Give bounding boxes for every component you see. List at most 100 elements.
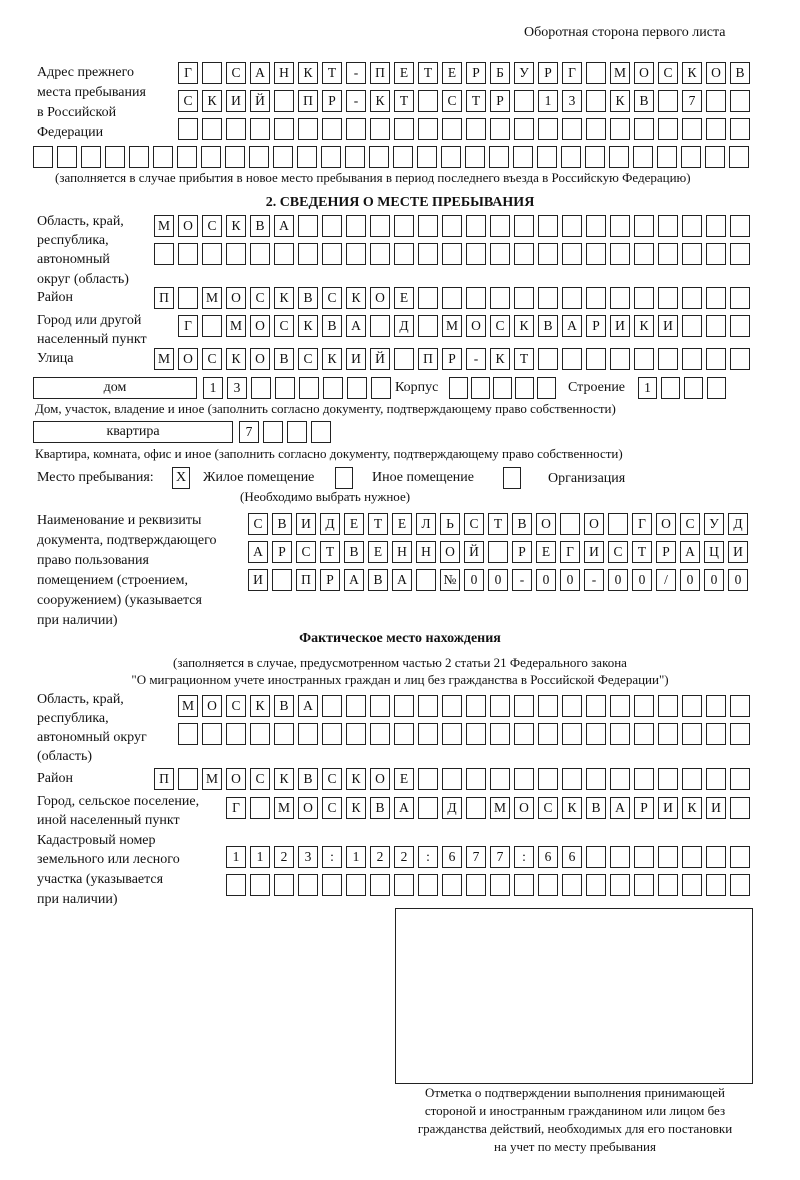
char-cell[interactable] <box>730 90 750 112</box>
char-cell[interactable] <box>129 146 149 168</box>
char-cell[interactable]: И <box>728 541 748 563</box>
char-cell[interactable] <box>490 874 510 896</box>
char-cell[interactable]: Е <box>394 768 414 790</box>
char-cell[interactable]: 7 <box>466 846 486 868</box>
char-cell[interactable] <box>298 874 318 896</box>
char-cell[interactable] <box>682 315 702 337</box>
char-cell[interactable]: К <box>250 695 270 717</box>
char-cell[interactable] <box>634 118 654 140</box>
char-cell[interactable]: Т <box>368 513 388 535</box>
char-cell[interactable] <box>418 768 438 790</box>
char-cell[interactable]: Т <box>322 62 342 84</box>
char-cell[interactable] <box>322 215 342 237</box>
char-cell[interactable] <box>538 215 558 237</box>
char-cell[interactable]: С <box>250 287 270 309</box>
char-cell[interactable] <box>706 243 726 265</box>
char-cell[interactable]: И <box>584 541 604 563</box>
char-cell[interactable]: О <box>536 513 556 535</box>
char-cell[interactable]: М <box>202 287 222 309</box>
char-cell[interactable] <box>515 377 534 399</box>
char-cell[interactable] <box>346 118 366 140</box>
char-cell[interactable] <box>730 797 750 819</box>
char-cell[interactable] <box>562 215 582 237</box>
char-cell[interactable] <box>418 695 438 717</box>
char-cell[interactable]: 2 <box>274 846 294 868</box>
char-cell[interactable] <box>442 287 462 309</box>
char-cell[interactable] <box>682 118 702 140</box>
char-cell[interactable] <box>730 215 750 237</box>
char-cell[interactable]: К <box>682 797 702 819</box>
char-cell[interactable]: И <box>658 797 678 819</box>
char-cell[interactable]: М <box>442 315 462 337</box>
char-cell[interactable] <box>347 377 367 399</box>
char-cell[interactable] <box>394 348 414 370</box>
char-cell[interactable] <box>562 874 582 896</box>
char-cell[interactable]: 3 <box>562 90 582 112</box>
char-cell[interactable]: 2 <box>370 846 390 868</box>
char-cell[interactable]: А <box>680 541 700 563</box>
char-cell[interactable]: Н <box>416 541 436 563</box>
char-cell[interactable] <box>562 243 582 265</box>
char-cell[interactable]: О <box>634 62 654 84</box>
char-cell[interactable]: А <box>250 62 270 84</box>
char-cell[interactable] <box>323 377 343 399</box>
char-cell[interactable] <box>263 421 283 443</box>
char-cell[interactable] <box>466 243 486 265</box>
char-cell[interactable]: Б <box>490 62 510 84</box>
char-cell[interactable] <box>490 118 510 140</box>
char-cell[interactable] <box>610 287 630 309</box>
char-cell[interactable] <box>707 377 726 399</box>
char-cell[interactable] <box>658 90 678 112</box>
char-cell[interactable]: А <box>610 797 630 819</box>
char-cell[interactable]: И <box>226 90 246 112</box>
char-cell[interactable] <box>250 243 270 265</box>
char-cell[interactable] <box>706 348 726 370</box>
char-cell[interactable]: С <box>226 695 246 717</box>
char-cell[interactable]: Р <box>320 569 340 591</box>
char-cell[interactable] <box>202 315 222 337</box>
char-cell[interactable]: С <box>322 287 342 309</box>
char-cell[interactable]: П <box>296 569 316 591</box>
char-cell[interactable]: М <box>154 215 174 237</box>
char-cell[interactable]: О <box>514 797 534 819</box>
char-cell[interactable] <box>297 146 317 168</box>
char-cell[interactable] <box>538 874 558 896</box>
char-cell[interactable]: А <box>248 541 268 563</box>
char-cell[interactable]: 6 <box>442 846 462 868</box>
char-cell[interactable] <box>370 243 390 265</box>
char-cell[interactable] <box>658 215 678 237</box>
char-cell[interactable] <box>562 118 582 140</box>
char-cell[interactable] <box>706 874 726 896</box>
char-cell[interactable]: О <box>250 348 270 370</box>
char-cell[interactable] <box>322 118 342 140</box>
char-cell[interactable] <box>538 723 558 745</box>
char-cell[interactable]: Т <box>632 541 652 563</box>
char-cell[interactable] <box>202 62 222 84</box>
char-cell[interactable]: 1 <box>250 846 270 868</box>
char-cell[interactable] <box>346 243 366 265</box>
char-cell[interactable] <box>682 215 702 237</box>
char-cell[interactable]: К <box>298 62 318 84</box>
char-cell[interactable]: Р <box>634 797 654 819</box>
char-cell[interactable] <box>514 874 534 896</box>
char-cell[interactable]: 7 <box>682 90 702 112</box>
char-cell[interactable]: А <box>344 569 364 591</box>
char-cell[interactable] <box>514 768 534 790</box>
char-cell[interactable] <box>730 846 750 868</box>
char-cell[interactable]: В <box>322 315 342 337</box>
char-cell[interactable] <box>634 243 654 265</box>
char-cell[interactable] <box>706 287 726 309</box>
char-cell[interactable]: С <box>464 513 484 535</box>
korpus-row[interactable] <box>449 377 559 399</box>
place-organization-checkbox[interactable] <box>503 467 521 489</box>
char-cell[interactable] <box>488 541 508 563</box>
char-cell[interactable] <box>370 315 390 337</box>
char-cell[interactable]: С <box>274 315 294 337</box>
char-cell[interactable] <box>370 874 390 896</box>
char-cell[interactable] <box>586 243 606 265</box>
char-cell[interactable] <box>273 146 293 168</box>
char-cell[interactable] <box>730 723 750 745</box>
char-cell[interactable] <box>466 797 486 819</box>
